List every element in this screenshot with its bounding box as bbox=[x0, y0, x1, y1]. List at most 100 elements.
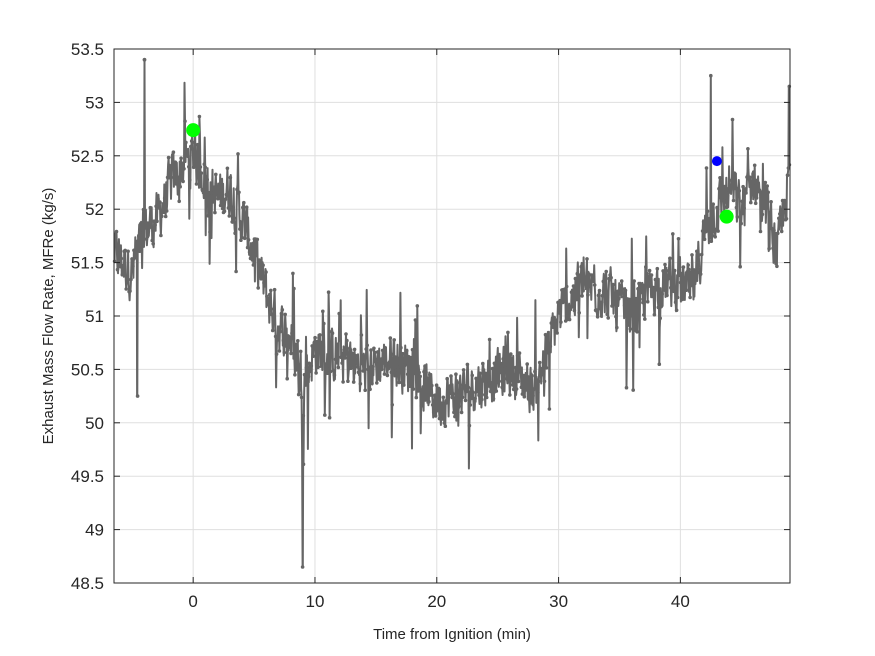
data-point-dot bbox=[186, 154, 190, 159]
data-point-dot bbox=[187, 165, 191, 169]
data-point-dot bbox=[293, 373, 297, 377]
data-point-dot bbox=[685, 272, 689, 276]
data-point-dot bbox=[231, 205, 235, 210]
data-point-dot bbox=[451, 392, 455, 396]
data-point-dot bbox=[384, 361, 389, 365]
data-point-dot bbox=[449, 374, 453, 378]
data-point-dot bbox=[523, 380, 528, 384]
data-point-dot bbox=[292, 286, 296, 291]
data-point-dot bbox=[429, 393, 433, 397]
data-point-dot bbox=[487, 337, 492, 342]
data-point-dot bbox=[693, 269, 697, 274]
data-point-dot bbox=[400, 380, 404, 385]
data-point-dot bbox=[312, 341, 317, 346]
data-point-dot bbox=[160, 214, 164, 219]
data-point-dot bbox=[330, 331, 335, 336]
data-point-dot bbox=[140, 231, 145, 235]
data-point-dot bbox=[295, 357, 299, 361]
data-point-dot bbox=[315, 339, 319, 344]
data-point-dot bbox=[763, 180, 768, 185]
data-point-dot bbox=[233, 231, 237, 235]
data-point-dot bbox=[258, 266, 263, 271]
data-point-dot bbox=[572, 308, 577, 313]
data-point-dot bbox=[683, 278, 688, 282]
y-tick-label: 48.5 bbox=[71, 574, 104, 593]
data-point-dot bbox=[219, 192, 224, 197]
data-point-dot bbox=[339, 355, 343, 360]
data-point-dot bbox=[279, 311, 284, 316]
data-point-dot bbox=[557, 308, 561, 313]
data-point-dot bbox=[364, 347, 369, 351]
data-point-dot bbox=[167, 163, 172, 168]
data-point-dot bbox=[276, 337, 281, 342]
data-point-dot bbox=[679, 271, 684, 276]
data-point-dot bbox=[746, 147, 750, 151]
data-point-dot bbox=[124, 287, 128, 291]
data-point-dot bbox=[417, 370, 422, 375]
data-point-dot bbox=[157, 204, 161, 208]
data-point-dot bbox=[777, 216, 781, 221]
data-point-dot bbox=[361, 369, 366, 373]
data-point-dot bbox=[613, 302, 617, 307]
data-point-dot bbox=[531, 393, 535, 398]
data-point-dot bbox=[610, 304, 614, 308]
data-point-dot bbox=[185, 149, 189, 154]
data-point-dot bbox=[676, 237, 681, 241]
data-point-dot bbox=[673, 300, 678, 305]
data-point-dot bbox=[424, 370, 428, 375]
data-point-dot bbox=[392, 338, 397, 342]
data-point-dot bbox=[360, 361, 365, 366]
data-point-dot bbox=[688, 295, 692, 300]
data-point-dot bbox=[284, 344, 289, 348]
data-point-dot bbox=[571, 284, 576, 288]
data-point-dot bbox=[261, 263, 265, 268]
data-point-dot bbox=[232, 216, 236, 220]
data-point-dot bbox=[242, 200, 246, 205]
highlight-markers bbox=[186, 123, 734, 224]
data-point-dot bbox=[208, 230, 212, 234]
data-point-dot bbox=[458, 383, 463, 387]
data-point-dot bbox=[459, 410, 464, 415]
data-point-dot bbox=[118, 264, 123, 269]
data-point-dot bbox=[154, 204, 158, 209]
data-point-dot bbox=[294, 342, 298, 347]
data-point-dot bbox=[666, 277, 670, 281]
data-point-dot bbox=[656, 305, 661, 310]
data-point-dot bbox=[724, 205, 729, 210]
data-point-dot bbox=[441, 395, 446, 400]
data-point-dot bbox=[199, 171, 204, 175]
data-point-dot bbox=[455, 390, 459, 394]
data-point-dot bbox=[316, 365, 320, 370]
data-point-dot bbox=[318, 333, 322, 337]
data-point-dot bbox=[740, 199, 744, 204]
data-point-dot bbox=[787, 84, 792, 89]
data-point-dot bbox=[135, 239, 139, 244]
data-point-dot bbox=[562, 287, 566, 292]
data-point-dot bbox=[521, 386, 526, 391]
data-point-dot bbox=[734, 205, 739, 210]
data-point-dot bbox=[162, 210, 166, 214]
data-point-dot bbox=[257, 258, 262, 262]
data-point-dot bbox=[739, 221, 743, 226]
data-point-dot bbox=[503, 363, 507, 368]
data-point-dot bbox=[754, 196, 759, 200]
data-point-dot bbox=[548, 344, 553, 349]
data-point-dot bbox=[319, 340, 323, 345]
data-point-dot bbox=[334, 356, 339, 361]
data-point-dot bbox=[648, 281, 653, 286]
data-point-dot bbox=[732, 171, 737, 175]
data-point-dot bbox=[450, 395, 454, 400]
data-point-dot bbox=[414, 395, 419, 400]
data-point-dot bbox=[724, 200, 728, 204]
data-point-dot bbox=[180, 172, 184, 176]
data-point-dot bbox=[198, 165, 203, 169]
data-point-dot bbox=[718, 176, 722, 180]
data-point-dot bbox=[263, 279, 267, 283]
data-point-dot bbox=[699, 252, 704, 257]
data-point-dot bbox=[126, 249, 130, 254]
data-point-dot bbox=[357, 368, 362, 372]
data-point-dot bbox=[471, 390, 476, 395]
data-point-dot bbox=[634, 296, 638, 301]
data-point-dot bbox=[662, 283, 666, 288]
